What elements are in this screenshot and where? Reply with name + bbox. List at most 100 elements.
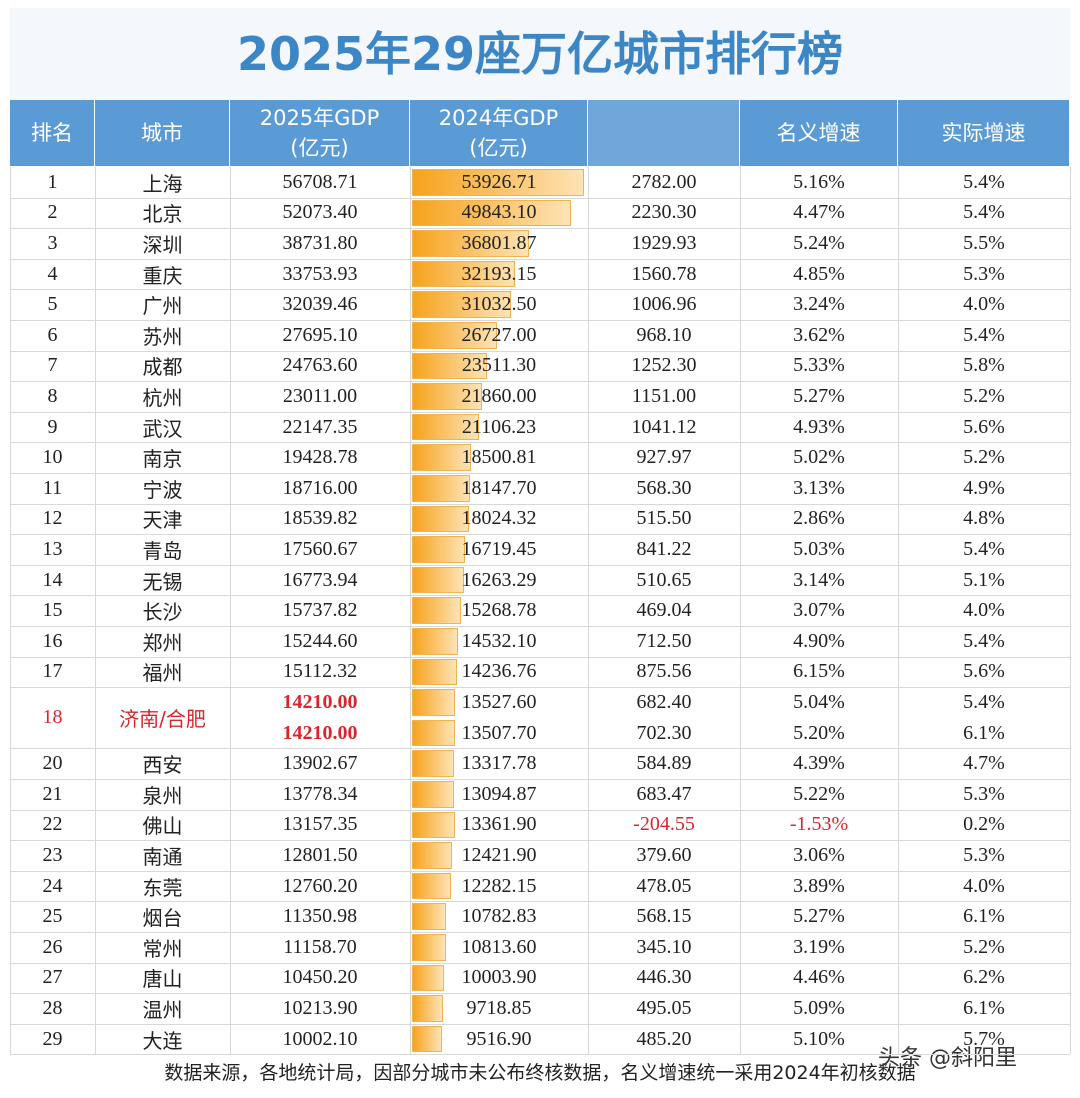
- rank: 15: [42, 599, 63, 622]
- data-bar: [412, 872, 452, 900]
- cell: 5.04%: [793, 690, 845, 713]
- city: 佛山: [142, 814, 183, 839]
- rank: 18: [42, 706, 63, 729]
- city: 济南/合肥: [119, 707, 206, 732]
- cell: 32039.46: [282, 293, 358, 316]
- column-border: [410, 167, 411, 1055]
- column-border: [588, 167, 589, 1055]
- cell: 15112.32: [282, 660, 358, 683]
- cell: 49843.10: [461, 201, 537, 224]
- cell: -204.55: [633, 813, 695, 836]
- cell: 4.7%: [963, 752, 1005, 775]
- data-bar: [412, 505, 470, 533]
- cell: 4.0%: [963, 874, 1005, 897]
- rank: 16: [42, 629, 63, 652]
- cell: 32193.15: [461, 262, 537, 285]
- cell: 21860.00: [461, 384, 537, 407]
- column-border: [1070, 167, 1071, 1055]
- column-header: 2025年GDP (亿元): [230, 100, 410, 166]
- column-border: [230, 167, 231, 1055]
- cell: 21106.23: [461, 415, 537, 438]
- data-bar: [412, 536, 466, 563]
- city: 杭州: [142, 385, 183, 410]
- cell: 33753.93: [282, 262, 358, 285]
- cell: 5.3%: [963, 843, 1005, 866]
- city: 唐山: [142, 967, 183, 992]
- rank: 12: [42, 507, 63, 530]
- cell: 4.93%: [793, 415, 845, 438]
- cell: 12282.15: [461, 874, 537, 897]
- cell: 5.4%: [963, 690, 1005, 713]
- cell: 15244.60: [282, 629, 358, 652]
- row-border: [10, 320, 1070, 321]
- cell: 683.47: [636, 782, 692, 805]
- city: 重庆: [142, 263, 183, 288]
- cell: 379.60: [636, 843, 692, 866]
- cell: 11350.98: [282, 905, 358, 928]
- data-bar: [412, 475, 470, 502]
- city: 青岛: [142, 538, 183, 563]
- row-border: [10, 809, 1070, 811]
- city: 北京: [142, 202, 183, 227]
- city: 无锡: [142, 569, 183, 594]
- data-bar: [412, 291, 511, 318]
- data-bar: [412, 628, 459, 655]
- row-border: [10, 870, 1070, 872]
- cell: 6.1%: [963, 996, 1005, 1019]
- data-bar: [412, 1025, 443, 1053]
- city: 福州: [142, 661, 183, 686]
- cell: 16719.45: [461, 537, 537, 560]
- data-bar: [412, 964, 444, 992]
- city: 南京: [142, 447, 183, 472]
- row-border: [10, 840, 1070, 842]
- data-bar: [412, 444, 471, 471]
- cell: 495.05: [636, 996, 692, 1019]
- cell: 13902.67: [282, 752, 358, 775]
- data-bar: [412, 169, 584, 196]
- rank: 29: [42, 1027, 63, 1050]
- cell: 52073.40: [282, 201, 358, 224]
- cell: 18147.70: [461, 476, 537, 499]
- column-border: [740, 167, 741, 1055]
- cell: 3.14%: [793, 568, 845, 591]
- city: 成都: [142, 355, 183, 380]
- cell: 5.3%: [963, 782, 1005, 805]
- cell: 4.39%: [793, 752, 845, 775]
- data-bar: [412, 689, 456, 716]
- cell: 568.30: [636, 476, 692, 499]
- cell: 23511.30: [461, 354, 537, 377]
- city: 西安: [142, 753, 183, 778]
- cell: 5.7%: [963, 1027, 1005, 1050]
- cell: 5.33%: [793, 354, 845, 377]
- cell: 6.15%: [793, 660, 845, 683]
- cell: 4.46%: [793, 966, 845, 989]
- city: 长沙: [142, 600, 183, 625]
- cell: 712.50: [636, 629, 692, 652]
- cell: 4.9%: [963, 476, 1005, 499]
- cell: 14210.00: [282, 721, 358, 744]
- cell: 5.4%: [963, 170, 1005, 193]
- cell: 38731.80: [282, 231, 358, 254]
- rank: 11: [42, 476, 63, 499]
- rank: 1: [47, 170, 58, 193]
- rank: 27: [42, 966, 63, 989]
- cell: 10813.60: [461, 935, 537, 958]
- rank: 17: [42, 660, 63, 683]
- cell: 13317.78: [461, 752, 537, 775]
- cell: 4.85%: [793, 262, 845, 285]
- cell: 841.22: [636, 537, 692, 560]
- cell: 13361.90: [461, 813, 537, 836]
- row-border: [10, 381, 1070, 383]
- city: 东莞: [142, 875, 183, 900]
- data-bar: [412, 322, 498, 349]
- cell: 5.24%: [793, 231, 845, 254]
- cell: 23011.00: [282, 384, 358, 407]
- cell: 1006.96: [631, 293, 697, 316]
- cell: 5.6%: [963, 415, 1005, 438]
- cell: 10002.10: [282, 1027, 358, 1050]
- data-bar: [412, 811, 455, 839]
- cell: 568.15: [636, 905, 692, 928]
- cell: 5.4%: [963, 323, 1005, 346]
- data-bar: [412, 719, 456, 747]
- data-bar: [412, 903, 447, 930]
